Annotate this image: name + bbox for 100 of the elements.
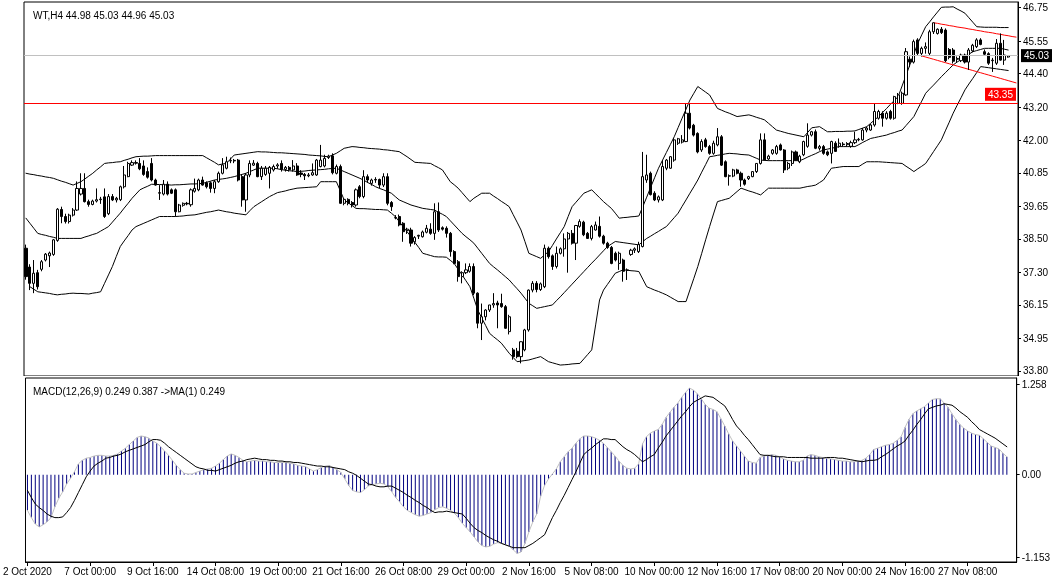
candlestick <box>873 102 876 128</box>
x-tick-label: 26 Oct 08:00 <box>374 565 433 577</box>
candlestick <box>842 141 845 147</box>
y-tick-label: 40.85 <box>1023 167 1049 179</box>
x-tick-label: 14 Oct 08:00 <box>186 565 245 577</box>
candlestick <box>814 128 817 150</box>
x-tick-label: 29 Oct 00:00 <box>437 565 496 577</box>
candlestick <box>771 148 774 156</box>
x-tick-label: 20 Nov 00:00 <box>812 565 873 577</box>
candlestick <box>260 165 263 181</box>
ref-line-label: 43.35 <box>987 89 1014 101</box>
candlestick <box>747 175 750 181</box>
candlestick <box>861 127 864 142</box>
y-tick-label: 38.50 <box>1023 233 1049 245</box>
candlestick <box>633 246 636 254</box>
candlestick <box>103 187 106 219</box>
text: MACD(12,26,9) 0.249 0.387 ->MA(1) 0.249 <box>33 385 226 397</box>
candlestick <box>209 180 212 194</box>
candlestick <box>374 176 377 184</box>
candlestick <box>838 137 841 149</box>
y-tick-label: 0.00 <box>1021 469 1042 481</box>
candlestick <box>40 259 43 272</box>
y-tick-label: 36.15 <box>1023 299 1049 311</box>
candlestick <box>276 162 279 170</box>
candlestick <box>512 347 515 361</box>
ref-line-label: 45.03 <box>1024 50 1050 62</box>
candlestick <box>684 102 688 143</box>
candlestick <box>629 248 633 257</box>
x-tick-label: 19 Oct 00:00 <box>249 565 308 577</box>
candlestick <box>912 39 915 64</box>
candlestick <box>555 246 558 269</box>
candlestick <box>893 95 896 121</box>
candlestick <box>590 224 593 241</box>
candlestick <box>661 159 664 202</box>
y-tick-label: 37.30 <box>1023 267 1049 279</box>
candlestick <box>354 187 358 208</box>
x-tick-label: 2 Nov 16:00 <box>501 565 557 577</box>
x-tick-label: 21 Oct 16:00 <box>312 565 370 577</box>
y-tick-label: 1.258 <box>1021 379 1048 391</box>
candlestick <box>339 164 342 205</box>
y-tick-label: 39.65 <box>1023 201 1049 213</box>
candlestick <box>303 172 306 181</box>
candlestick <box>280 159 283 173</box>
candlestick <box>830 140 833 164</box>
candlestick <box>292 159 295 173</box>
candlestick <box>142 159 145 177</box>
candlestick <box>331 152 334 175</box>
candlestick <box>853 131 857 145</box>
candlestick <box>32 259 35 294</box>
candlestick <box>425 224 428 234</box>
text: WT,H4 44.98 45.03 44.96 45.03 <box>33 9 175 21</box>
candlestick <box>798 154 801 164</box>
y-tick-label: 44.40 <box>1023 67 1049 79</box>
x-tick-label: 12 Nov 16:00 <box>687 565 748 577</box>
candlestick <box>763 132 766 161</box>
x-tick-label: 17 Nov 08:00 <box>749 565 810 577</box>
x-tick-label: 10 Nov 00:00 <box>624 565 685 577</box>
candlestick <box>610 245 613 265</box>
x-tick-label: 2 Oct 2020 <box>2 565 53 577</box>
candlestick <box>582 220 585 237</box>
candlestick <box>205 180 208 189</box>
y-tick-label: 33.80 <box>1023 365 1049 377</box>
candlestick <box>296 162 299 177</box>
candlestick <box>182 201 185 208</box>
candlestick <box>256 161 259 178</box>
candlestick <box>535 280 538 293</box>
y-tick-label: 46.75 <box>1023 1 1049 13</box>
x-tick-label: 27 Nov 08:00 <box>937 565 998 577</box>
candlestick <box>881 110 884 128</box>
candlestick <box>791 150 794 167</box>
candlestick <box>979 37 982 46</box>
candlestick <box>150 157 153 182</box>
candlestick <box>197 178 200 192</box>
candlestick <box>362 169 365 199</box>
candlestick <box>268 165 271 189</box>
y-tick-label: -1.153 <box>1021 551 1051 563</box>
x-tick-label: 24 Nov 16:00 <box>875 565 936 577</box>
y-tick-label: 34.95 <box>1023 333 1049 345</box>
candlestick <box>567 231 570 274</box>
candlestick <box>174 187 177 218</box>
x-tick-label: 5 Nov 08:00 <box>564 565 619 577</box>
candlestick <box>95 187 98 203</box>
candlestick <box>417 234 420 240</box>
candlestick <box>83 172 86 203</box>
y-tick-label: 43.20 <box>1023 101 1049 113</box>
y-tick-label: 42.00 <box>1023 135 1049 147</box>
candlestick <box>201 176 204 187</box>
y-tick-label: 45.55 <box>1023 35 1049 47</box>
candlestick <box>822 144 825 156</box>
candlestick <box>370 178 373 187</box>
x-tick-label: 7 Oct 00:00 <box>64 565 117 577</box>
candlestick <box>739 171 743 188</box>
candlestick <box>409 227 413 248</box>
candlestick <box>944 27 947 63</box>
candlestick <box>775 144 778 156</box>
candlestick <box>783 148 786 174</box>
x-tick-label: 9 Oct 16:00 <box>126 565 180 577</box>
candlestick <box>311 162 314 177</box>
line-series <box>933 22 1017 38</box>
candlestick <box>347 197 350 206</box>
